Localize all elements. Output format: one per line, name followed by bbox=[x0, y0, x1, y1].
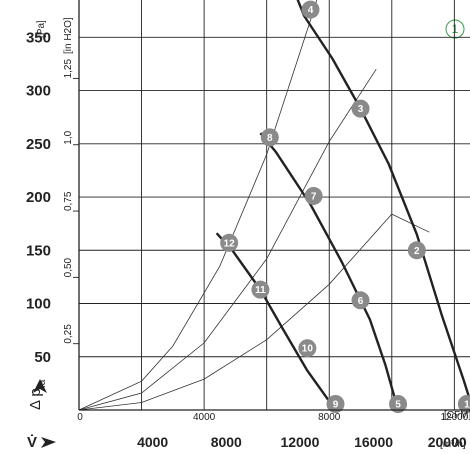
x-tick-m3h-label: 8000 bbox=[211, 434, 242, 450]
y-tick-inh2o-label: 0,50 bbox=[63, 257, 74, 277]
fan-curve-2 bbox=[259, 132, 400, 411]
y-ticks-pa: 350 300 250 200 150 100 50 bbox=[26, 29, 51, 365]
y-tick-pa-label: 150 bbox=[26, 242, 51, 259]
x-axis-arrow-icon bbox=[41, 437, 56, 448]
operating-point-marker bbox=[220, 233, 239, 252]
x-axis-symbol: V̇ bbox=[27, 434, 37, 451]
operating-point-label: 2 bbox=[414, 246, 420, 257]
y-unit-inh2o: [in H2O] bbox=[63, 17, 74, 54]
system-curve-1 bbox=[78, 213, 430, 411]
x-unit-cfm: [CFM] bbox=[444, 410, 470, 421]
y-unit-pa: [Pa] bbox=[36, 20, 47, 38]
operating-point-label: 10 bbox=[302, 344, 314, 355]
operating-point-label: 6 bbox=[358, 296, 364, 307]
x-tick-m3h-label: 16000 bbox=[354, 434, 393, 450]
y-axis-title: Δ p fa bbox=[27, 379, 48, 410]
system-curve-3 bbox=[78, 0, 318, 411]
y-tick-pa-label: 200 bbox=[26, 189, 51, 206]
x-tick-cfm-label: 4000 bbox=[193, 412, 216, 423]
system-curves bbox=[78, 0, 430, 411]
operating-point-marker bbox=[351, 291, 370, 310]
operating-point-label: 11 bbox=[255, 285, 266, 296]
operating-point-label: 1 bbox=[464, 400, 470, 411]
y-tick-inh2o-label: 1,25 bbox=[63, 59, 74, 79]
corner-marker-text: 1 bbox=[452, 22, 459, 36]
y-ticks-inh2o: 1,25 1,0 0,75 0,50 0,25 bbox=[63, 59, 79, 345]
operating-point-marker bbox=[457, 395, 470, 413]
y-tick-inh2o-label: 0,75 bbox=[63, 191, 74, 211]
operating-point-label: 12 bbox=[224, 238, 236, 249]
y-axis-arrow-icon bbox=[33, 379, 47, 393]
operating-point-label: 7 bbox=[311, 191, 317, 202]
fan-curve-3 bbox=[215, 232, 337, 411]
system-curve-2 bbox=[78, 68, 377, 411]
x-tick-cfm-label: 0 bbox=[77, 412, 83, 423]
y-tick-pa-label: 50 bbox=[34, 349, 51, 366]
x-tick-m3h-label: 20000 bbox=[428, 434, 467, 450]
operating-point-marker bbox=[326, 395, 345, 413]
y-axis-label-sub: fa bbox=[37, 379, 48, 388]
operating-point-label: 9 bbox=[333, 400, 339, 411]
operating-point-marker bbox=[389, 395, 408, 413]
corner-marker-circle bbox=[445, 19, 465, 39]
operating-point-label: 4 bbox=[308, 5, 314, 16]
x-tick-m3h-label: 12000 bbox=[280, 434, 319, 450]
operating-point-marker bbox=[260, 128, 279, 147]
operating-point-marker bbox=[304, 186, 323, 205]
grid bbox=[79, 0, 470, 411]
y-tick-pa-label: 300 bbox=[26, 83, 51, 100]
operating-point-label: 3 bbox=[358, 104, 364, 115]
x-tick-m3h-label: 4000 bbox=[137, 434, 168, 450]
operating-point-marker bbox=[407, 241, 426, 260]
fan-curve-1 bbox=[296, 0, 470, 405]
operating-point-marker bbox=[251, 280, 270, 299]
x-ticks-cfm: 0 4000 8000 12000 bbox=[77, 412, 468, 423]
operating-point-marker bbox=[351, 99, 370, 118]
x-tick-cfm-label: 8000 bbox=[318, 412, 341, 423]
x-tick-cfm-label: 12000 bbox=[440, 412, 468, 423]
y-axis-label: Δ p bbox=[27, 388, 44, 410]
x-ticks-m3h: 4000 8000 12000 16000 20000 bbox=[137, 434, 467, 450]
y-tick-inh2o-label: 0,25 bbox=[63, 324, 74, 344]
operating-point-marker bbox=[301, 0, 320, 19]
operating-point-label: 5 bbox=[395, 400, 401, 411]
operating-point-marker bbox=[298, 339, 317, 358]
operating-point-label: 8 bbox=[267, 133, 273, 144]
y-tick-pa-label: 350 bbox=[26, 29, 51, 46]
x-unit-m3h: [m³/h] bbox=[440, 439, 466, 450]
y-tick-pa-label: 100 bbox=[26, 296, 51, 313]
y-tick-inh2o-label: 1,0 bbox=[63, 130, 74, 144]
y-tick-pa-label: 250 bbox=[26, 136, 51, 153]
fan-curves bbox=[215, 0, 470, 411]
